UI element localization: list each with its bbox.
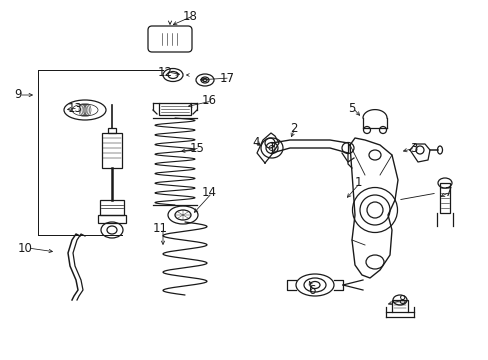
Bar [159, 103, 191, 115]
Bar [100, 200, 124, 215]
Text: 6: 6 [307, 284, 315, 297]
Text: 1: 1 [354, 176, 362, 189]
Text: 18: 18 [183, 9, 198, 22]
Bar [102, 133, 122, 168]
Bar [98, 215, 126, 223]
Text: 13: 13 [68, 102, 82, 114]
Text: 4: 4 [251, 135, 259, 148]
Text: 3: 3 [409, 141, 417, 154]
Bar [439, 183, 449, 213]
Text: 10: 10 [18, 242, 33, 255]
Text: 16: 16 [202, 94, 217, 108]
Bar [108, 128, 116, 133]
Text: 14: 14 [202, 186, 217, 199]
Bar [391, 300, 407, 312]
Text: 12: 12 [158, 66, 173, 78]
Text: 2: 2 [289, 122, 297, 135]
Text: 15: 15 [190, 141, 204, 154]
Text: 8: 8 [397, 293, 405, 306]
Text: 7: 7 [444, 185, 451, 198]
Text: 17: 17 [220, 72, 235, 85]
Text: 11: 11 [153, 221, 168, 234]
Text: 9: 9 [14, 89, 21, 102]
Text: 5: 5 [347, 102, 355, 114]
